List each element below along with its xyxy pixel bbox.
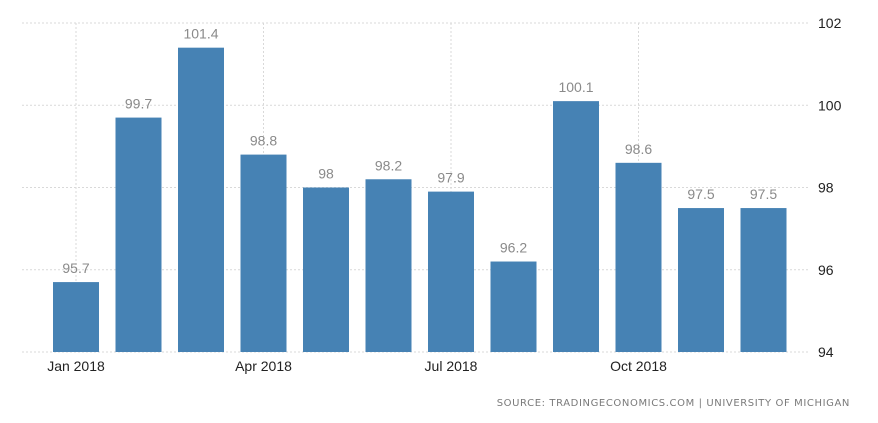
bar-value-label: 97.5 <box>687 186 714 202</box>
bar-jul-2018 <box>428 191 474 352</box>
bar-feb-2018 <box>115 117 162 353</box>
bar-value-label: 97.5 <box>750 186 777 202</box>
x-tick-label: Jan 2018 <box>47 358 105 374</box>
bar-sep-2018 <box>553 101 599 352</box>
bars <box>53 47 787 353</box>
value-labels: 95.7 99.7 101.4 98.8 98 98.2 97.9 96.2 100.1 98.6… <box>62 26 777 276</box>
bar-jan-2018 <box>53 282 99 352</box>
source-note: SOURCE: TRADINGECONOMICS.COM | UNIVERSIT… <box>496 398 850 409</box>
bar-mar-2018 <box>178 47 224 353</box>
y-axis-ticks: 94 96 98 100 102 <box>818 15 842 360</box>
bar-value-label: 98 <box>318 166 334 182</box>
bar-value-label: 98.8 <box>250 133 277 149</box>
bar-value-label: 99.7 <box>125 96 152 112</box>
x-tick-label: Apr 2018 <box>235 358 292 374</box>
x-tick-label: Jul 2018 <box>425 358 478 374</box>
bar-dec-2018 <box>740 208 787 352</box>
bar-value-label: 97.9 <box>437 170 464 186</box>
y-tick-label: 98 <box>818 180 834 196</box>
bar-value-label: 96.2 <box>500 240 527 256</box>
bar-jun-2018 <box>365 179 412 352</box>
bar-apr-2018 <box>240 154 287 352</box>
bar-value-label: 95.7 <box>62 260 89 276</box>
bar-may-2018 <box>303 187 349 352</box>
bar-value-label: 98.6 <box>625 141 652 157</box>
bar-value-label: 100.1 <box>558 79 593 95</box>
y-tick-label: 96 <box>818 262 834 278</box>
bar-value-label: 101.4 <box>183 26 218 42</box>
bar-value-label: 98.2 <box>375 157 402 173</box>
x-axis-ticks: Jan 2018 Apr 2018 Jul 2018 Oct 2018 <box>47 358 667 374</box>
bar-aug-2018 <box>490 261 537 352</box>
bar-nov-2018 <box>678 208 724 352</box>
y-tick-label: 102 <box>818 15 842 31</box>
x-tick-label: Oct 2018 <box>610 358 667 374</box>
y-tick-label: 94 <box>818 344 834 360</box>
y-tick-label: 100 <box>818 97 842 113</box>
bar-oct-2018 <box>615 162 662 352</box>
